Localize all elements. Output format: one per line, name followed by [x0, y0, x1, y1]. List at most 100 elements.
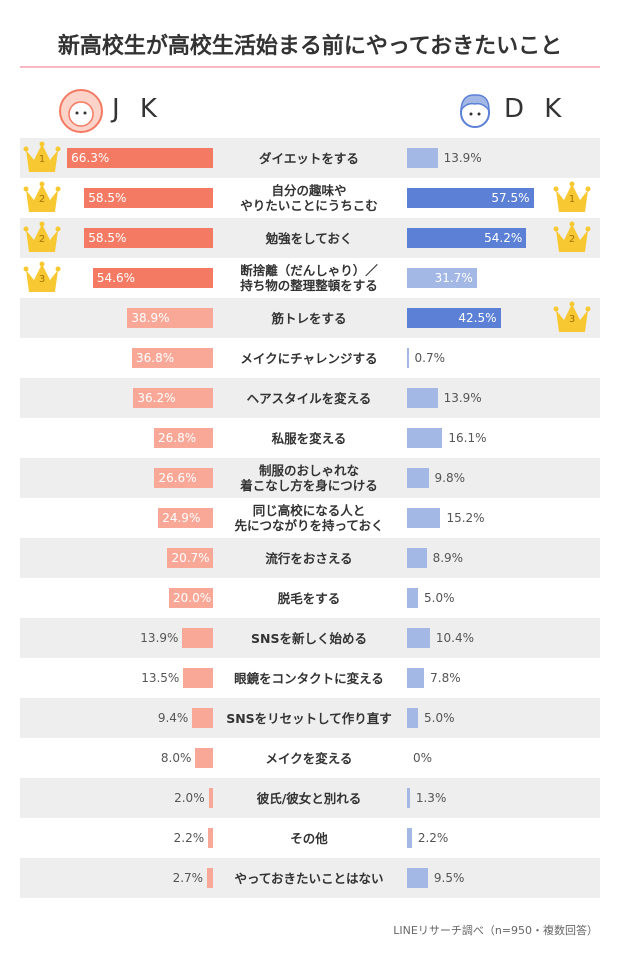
bar	[407, 268, 477, 288]
value-label: 8.0%	[160, 751, 192, 765]
value-label: 20.7%	[171, 551, 210, 565]
bar	[183, 668, 213, 688]
bar	[133, 388, 213, 408]
category-label: その他	[290, 830, 328, 846]
value-label: 26.8%	[158, 431, 197, 445]
category-label: 流行をおさえる	[265, 550, 353, 566]
value-label: 9.5%	[433, 871, 465, 885]
value-label: 54.6%	[96, 271, 135, 285]
bar	[92, 268, 213, 288]
crown-shape	[23, 221, 61, 252]
value-label: 54.2%	[484, 231, 523, 245]
value-label: 38.9%	[131, 311, 170, 325]
row-band	[20, 498, 600, 538]
value-label: 13.9%	[443, 151, 482, 165]
bar	[407, 388, 438, 408]
rank-crown	[552, 180, 592, 216]
value-label: 57.5%	[491, 191, 530, 205]
value-label: 13.5%	[141, 671, 180, 685]
row-band	[20, 778, 600, 818]
bar	[207, 868, 213, 888]
rank-crown	[552, 220, 592, 256]
bar	[154, 428, 213, 448]
bar	[407, 868, 428, 888]
row-band	[20, 298, 600, 338]
bar	[407, 668, 425, 688]
bar	[407, 348, 409, 368]
value-label: 9.8%	[434, 471, 466, 485]
row-band	[20, 698, 600, 738]
title-underline	[20, 66, 600, 68]
bar	[208, 788, 213, 808]
bar	[407, 228, 527, 248]
crown-shape	[553, 221, 591, 252]
bar	[132, 348, 213, 368]
category-label: 彼氏/彼女と別れる	[256, 790, 362, 806]
value-label: 15.2%	[446, 511, 485, 525]
category-label: 断捨離（だんしゃり）／ 持ち物の整理整頓をする	[240, 263, 378, 293]
chart-title: 新高校生が高校生活始まる前にやっておきたいこと	[57, 34, 563, 59]
value-label: 42.5%	[458, 311, 497, 325]
category-label: やっておきたいことはない	[234, 870, 384, 886]
bar	[167, 548, 213, 568]
crown-shape	[23, 261, 61, 292]
bar	[84, 188, 213, 208]
value-label: 58.5%	[88, 191, 127, 205]
bar	[84, 228, 213, 248]
category-label: 勉強をしておく	[265, 230, 353, 246]
value-label: 36.8%	[136, 351, 175, 365]
rank-crown	[22, 260, 62, 296]
category-label: SNSを新しく始める	[251, 630, 367, 646]
legend-right: D K	[504, 94, 568, 124]
crown-shape	[23, 181, 61, 212]
rank-crown	[22, 180, 62, 216]
crown-shape	[23, 141, 61, 172]
value-label: 26.6%	[158, 471, 197, 485]
value-label: 2.0%	[174, 791, 205, 805]
rank-crown	[22, 220, 62, 256]
bar	[407, 188, 534, 208]
category-label: ヘアスタイルを変える	[246, 390, 372, 406]
row-band	[20, 458, 600, 498]
bar	[407, 468, 429, 488]
value-label: 1.3%	[415, 791, 447, 805]
bar	[407, 828, 412, 848]
category-label: SNSをリセットして作り直す	[226, 710, 392, 726]
value-label: 31.7%	[434, 271, 473, 285]
rank-label: 1	[568, 194, 576, 205]
rank-label: 2	[568, 234, 576, 245]
bar	[182, 628, 213, 648]
rank-crown	[22, 140, 62, 176]
category-label: 自分の趣味や やりたいことにうちこむ	[240, 183, 378, 213]
bar	[169, 588, 213, 608]
value-label: 13.9%	[443, 391, 482, 405]
value-label: 24.9%	[162, 511, 201, 525]
value-label: 20.0%	[173, 591, 212, 605]
value-label: 9.4%	[157, 711, 189, 725]
row-band	[20, 818, 600, 858]
value-label: 2.2%	[173, 831, 205, 845]
category-label: 同じ高校になる人と 先につながりを持っておく	[234, 503, 384, 533]
category-label: 私服を変える	[271, 430, 347, 446]
bar	[127, 308, 213, 328]
row-band	[20, 858, 600, 898]
rank-label: 3	[38, 274, 46, 285]
bar	[407, 308, 501, 328]
value-label: 2.2%	[417, 831, 449, 845]
bar	[407, 708, 418, 728]
row-band	[20, 338, 600, 378]
value-label: 36.2%	[137, 391, 176, 405]
value-label: 13.9%	[140, 631, 179, 645]
category-label: 脱毛をする	[277, 590, 341, 606]
rank-label: 2	[38, 194, 46, 205]
bar	[195, 748, 213, 768]
row-band	[20, 578, 600, 618]
value-label: 10.4%	[435, 631, 474, 645]
bar	[407, 588, 418, 608]
rank-label: 1	[38, 154, 46, 165]
category-label: 眼鏡をコンタクトに変える	[234, 670, 384, 686]
crown-shape	[553, 301, 591, 332]
row-band	[20, 658, 600, 698]
crown-shape	[553, 181, 591, 212]
